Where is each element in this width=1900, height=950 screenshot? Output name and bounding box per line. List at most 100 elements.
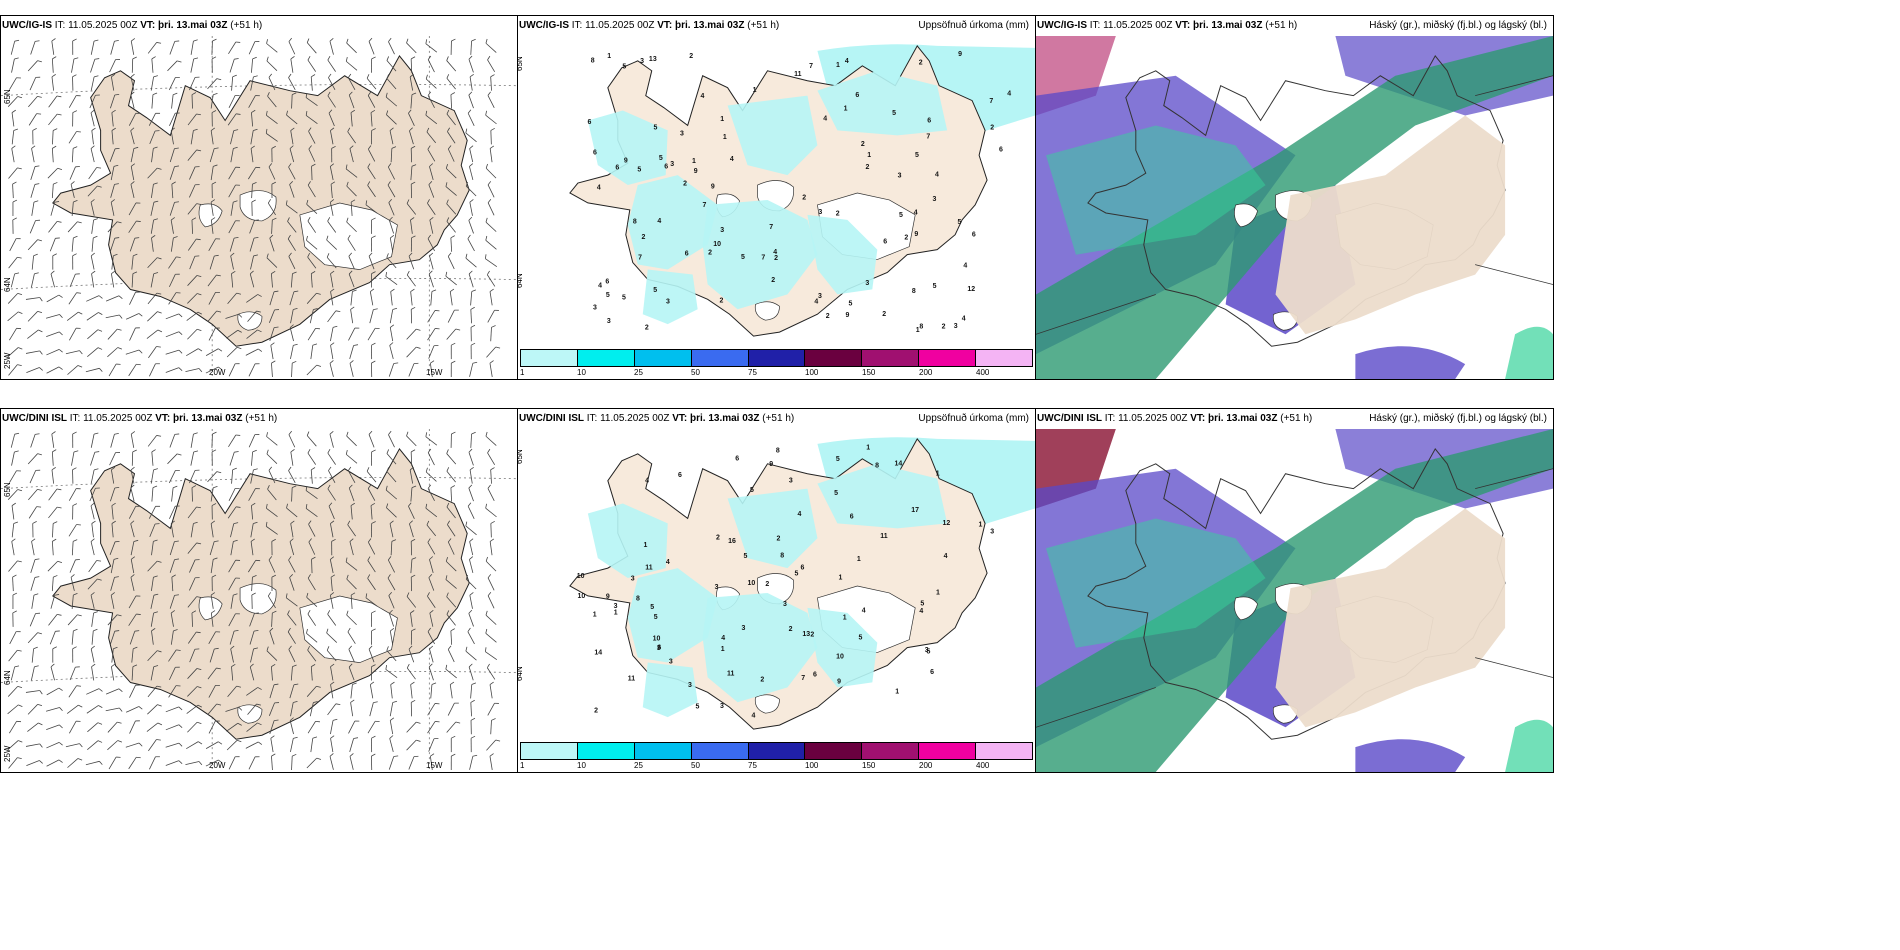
wind-barb xyxy=(228,184,240,198)
wind-barb xyxy=(387,163,396,180)
wind-barb-feather xyxy=(265,128,268,134)
wind-barb-shaft xyxy=(68,131,77,144)
wind-barb-shaft xyxy=(8,757,18,769)
wind-barb xyxy=(129,291,140,305)
valid-time: VT: þri. 13.mai 03Z xyxy=(672,413,760,424)
wind-barb xyxy=(289,683,299,699)
wind-barb-shaft xyxy=(71,595,74,609)
wind-barb-shaft xyxy=(487,184,495,198)
wind-barb-feather xyxy=(253,128,258,131)
wind-barb-feather xyxy=(371,521,376,524)
wind-barb xyxy=(148,505,161,519)
wind-barb-feather xyxy=(470,306,475,310)
wind-barb-feather xyxy=(465,574,469,580)
wind-barb xyxy=(347,520,356,537)
wind-barb xyxy=(165,349,183,355)
wind-barb xyxy=(327,448,336,465)
wind-barb-feather xyxy=(290,449,295,453)
wind-barb-shaft xyxy=(189,77,196,91)
wind-barb-feather xyxy=(39,297,43,302)
precip-value: 5 xyxy=(834,490,838,497)
wind-barb xyxy=(130,163,136,181)
wind-barb xyxy=(147,257,162,268)
wind-barb-feather xyxy=(307,55,311,61)
wind-barb xyxy=(211,503,217,520)
wind-barb-shaft xyxy=(329,756,334,770)
wind-barb xyxy=(49,630,60,645)
wind-barb-feather xyxy=(235,363,240,365)
wind-barb xyxy=(147,650,162,661)
wind-panel-row1: UWC/IG-IS IT: 11.05.2025 00Z VT: þri. 13… xyxy=(0,15,518,380)
wind-barb xyxy=(7,292,23,304)
precip-value: 6 xyxy=(735,456,739,463)
wind-barb-shaft xyxy=(131,255,134,270)
wind-barb-shaft xyxy=(485,507,497,518)
wind-barb-shaft xyxy=(150,595,155,609)
wind-barb-shaft xyxy=(51,40,55,55)
wind-barb-shaft xyxy=(327,614,337,626)
wind-barb-shaft xyxy=(446,60,457,72)
wind-barb xyxy=(349,737,359,752)
wind-barb-feather xyxy=(216,703,222,706)
precip-map: 11 14 6 17 13 4 5 6 12 11 9 8 5 5 4 6 6 10 3 3 9 9 5 6 8 11 3 5 4 4 1 3… xyxy=(518,429,1035,740)
wind-barb-feather xyxy=(312,736,318,739)
wind-barb-feather xyxy=(253,521,258,524)
wind-barb-shaft xyxy=(110,666,115,681)
precip-value: 3 xyxy=(789,477,793,484)
wind-barb xyxy=(409,73,414,91)
wind-barb-feather xyxy=(76,720,81,722)
wind-barb xyxy=(130,38,136,55)
wind-barb-shaft xyxy=(485,651,498,660)
wind-barb xyxy=(147,435,162,447)
wind-barb xyxy=(68,131,81,144)
wind-barb-feather xyxy=(348,270,353,275)
wind-barb xyxy=(51,56,57,73)
wind-barb-shaft xyxy=(349,148,354,163)
wind-barb-feather xyxy=(266,449,269,455)
wind-barb-feather xyxy=(345,449,348,455)
precip-value: 4 xyxy=(963,262,967,269)
wind-barb-shaft xyxy=(429,648,434,663)
init-time: IT: 11.05.2025 00Z xyxy=(54,20,138,31)
wind-barb xyxy=(247,703,261,715)
wind-barb-shaft xyxy=(210,487,214,502)
wind-barb xyxy=(485,628,497,643)
wind-barb-shaft xyxy=(111,523,114,538)
wind-barb xyxy=(48,506,62,519)
precip-value: 10 xyxy=(653,636,661,643)
wind-barb-shaft xyxy=(309,309,314,324)
wind-barb xyxy=(428,181,435,198)
wind-barb-shaft xyxy=(91,666,95,681)
wind-barb-feather xyxy=(198,761,203,766)
wind-barb-shaft xyxy=(70,184,75,198)
wind-barb-feather xyxy=(485,503,487,509)
wind-barb xyxy=(406,663,416,680)
wind-barb-feather xyxy=(18,311,23,314)
wind-barb-feather xyxy=(175,112,180,114)
wind-barb-shaft xyxy=(228,577,236,591)
wind-barb-feather xyxy=(95,487,100,489)
wind-barb xyxy=(107,328,122,340)
precip-value: 3 xyxy=(990,529,994,536)
wind-barb-feather xyxy=(410,449,416,453)
wind-barb-shaft xyxy=(27,632,38,644)
wind-barb-shaft xyxy=(308,148,316,162)
wind-barb xyxy=(210,520,216,538)
wind-barb-shaft xyxy=(187,113,197,126)
wind-barb xyxy=(30,665,39,681)
wind-barb-feather xyxy=(18,704,23,707)
wind-barb-feather xyxy=(289,538,294,542)
wind-barb xyxy=(489,753,494,770)
wind-barb-feather xyxy=(386,110,389,115)
init-time: IT: 11.05.2025 00Z xyxy=(1104,413,1188,424)
wind-barb xyxy=(490,718,496,735)
wind-barb xyxy=(72,646,77,663)
wind-barb-feather xyxy=(138,742,143,747)
wind-barb-feather xyxy=(346,610,349,616)
wind-barb-feather xyxy=(57,221,62,223)
wind-barb-feather xyxy=(178,331,183,335)
wind-barb-shaft xyxy=(288,77,296,91)
wind-barb-shaft xyxy=(130,130,135,145)
wind-barb-feather xyxy=(39,350,43,355)
wind-barb-feather xyxy=(11,145,16,149)
